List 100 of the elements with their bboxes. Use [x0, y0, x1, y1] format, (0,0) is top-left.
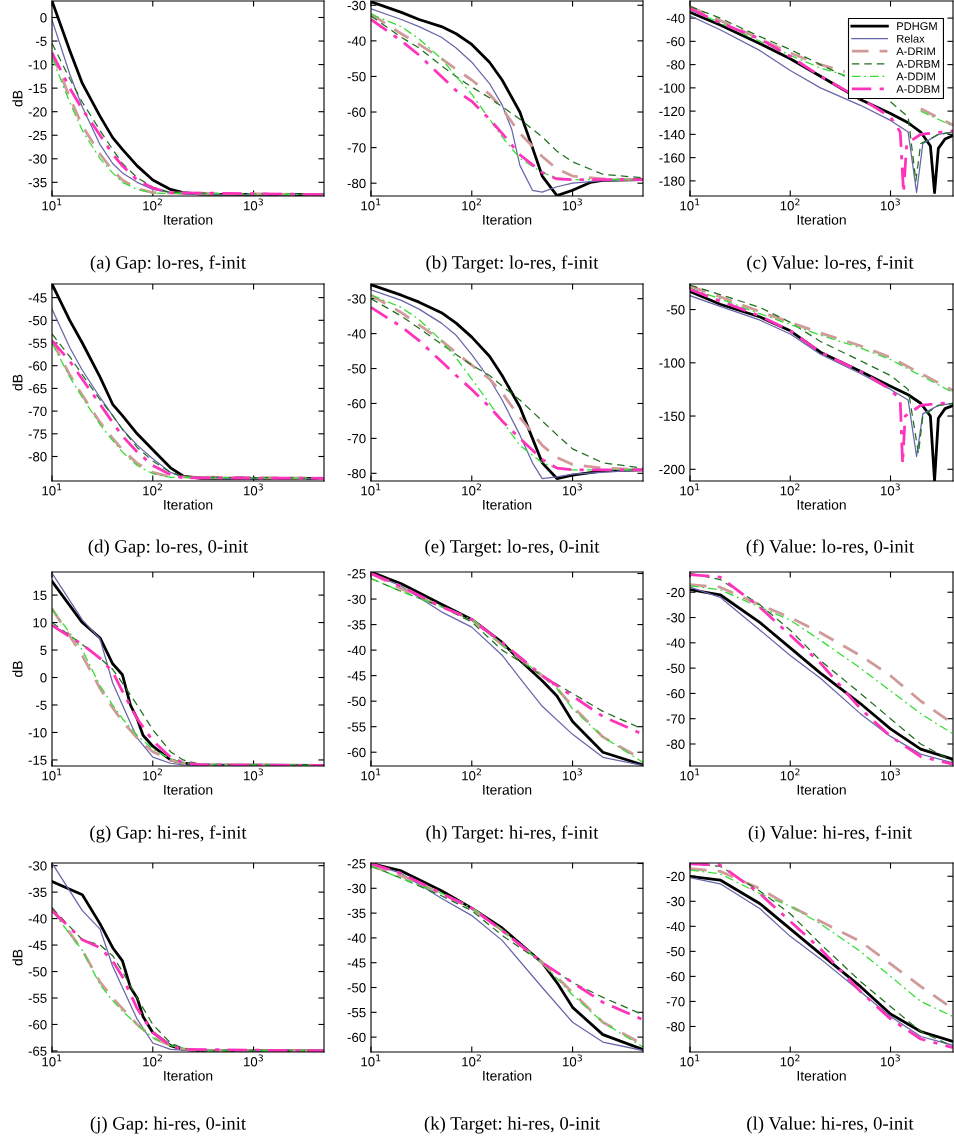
legend-label: A-DDIM — [896, 72, 935, 81]
y-tick-label: -55 — [347, 1008, 366, 1018]
x-tick-label: 10$^{2}$ — [780, 198, 800, 211]
y-tick-label: -30 — [347, 0, 366, 11]
y-tick-label: -45 — [28, 293, 47, 303]
y-tick-label: -60 — [666, 688, 685, 699]
x-tick-label: 10$^{3}$ — [880, 483, 900, 496]
y-tick-label: -25 — [28, 130, 47, 141]
x-tick-label: 10$^{1}$ — [680, 768, 700, 781]
text: (j) Gap: hi-res, 0-init — [90, 1116, 246, 1134]
y-tick-label: -30 — [28, 861, 47, 871]
y-axis-title: dB — [12, 374, 23, 391]
x-tick-label: 10$^{3}$ — [563, 768, 582, 781]
x-tick-label: 10$^{3}$ — [244, 1054, 263, 1067]
y-tick-label: -55 — [28, 338, 47, 348]
x-tick-label: 10$^{3}$ — [244, 768, 263, 781]
y-tick-label: 0 — [40, 13, 47, 23]
y-tick-label: -40 — [347, 933, 366, 943]
y-tick-label: -30 — [666, 613, 685, 623]
y-tick-label: -65 — [28, 383, 47, 394]
y-tick-label: -100 — [659, 83, 685, 93]
y-tick-label: -50 — [347, 364, 366, 374]
x-tick-label: 10$^{1}$ — [42, 198, 62, 211]
x-tick-label: 10$^{3}$ — [880, 198, 900, 211]
x-tick-label: 10$^{2}$ — [143, 198, 162, 211]
y-axis-title: dB — [12, 661, 23, 677]
text: (a) Gap: lo-res, f-init — [90, 255, 246, 273]
x-tick-label: 10$^{3}$ — [244, 198, 263, 211]
y-tick-label: 10 — [33, 618, 47, 628]
y-tick-label: -30 — [28, 154, 47, 164]
y-tick-label: -5 — [35, 700, 47, 710]
y-tick-label: -60 — [347, 1032, 366, 1043]
y-tick-label: -50 — [666, 946, 685, 957]
text: (l) Value: hi-res, 0-init — [747, 1116, 914, 1134]
y-axis-title: dB — [12, 949, 23, 966]
legend-label: A-DRBM — [896, 60, 940, 68]
x-tick-label: 10$^{3}$ — [563, 1054, 582, 1067]
y-tick-label: -5 — [35, 36, 47, 46]
y-tick-label: -80 — [28, 452, 47, 462]
y-tick-label: -45 — [347, 671, 366, 681]
x-axis-title: Iteration — [164, 214, 213, 225]
y-tick-label: -200 — [659, 464, 685, 475]
y-tick-label: -50 — [347, 983, 366, 993]
x-tick-label: 10$^{1}$ — [361, 768, 381, 781]
y-tick-label: -80 — [666, 60, 685, 70]
x-tick-label: 10$^{3}$ — [880, 768, 900, 781]
y-tick-label: -60 — [28, 1020, 47, 1030]
y-tick-label: -40 — [347, 36, 366, 46]
y-tick-label: -15 — [28, 83, 47, 94]
y-tick-label: -10 — [28, 60, 47, 70]
y-tick-label: -70 — [347, 143, 366, 153]
y-tick-label: -75 — [28, 429, 47, 439]
y-tick-label: -50 — [347, 72, 366, 82]
y-tick-label: -35 — [347, 620, 366, 630]
y-tick-label: -70 — [666, 997, 685, 1007]
x-tick-label: 10$^{1}$ — [680, 483, 700, 496]
x-axis-title: Iteration — [797, 784, 846, 795]
y-tick-label: -25 — [347, 569, 366, 579]
x-axis-title: Iteration — [483, 499, 532, 510]
y-tick-label: -40 — [666, 638, 685, 648]
y-tick-label: -45 — [347, 958, 366, 968]
legend-label: Relax — [897, 34, 925, 43]
y-tick-label: -60 — [666, 971, 685, 982]
x-tick-label: 10$^{1}$ — [42, 768, 62, 781]
y-tick-label: 5 — [40, 645, 47, 655]
x-tick-label: 10$^{3}$ — [244, 483, 263, 496]
text: (h) Target: hi-res, f-init — [426, 825, 599, 843]
y-tick-label: -10 — [28, 728, 47, 738]
x-tick-label: 10$^{1}$ — [361, 198, 381, 211]
x-axis-title: Iteration — [483, 784, 532, 795]
y-tick-label: -20 — [666, 871, 685, 882]
x-axis-title: Iteration — [797, 1070, 846, 1081]
y-tick-label: -150 — [659, 411, 685, 421]
y-tick-label: 15 — [33, 590, 47, 600]
y-tick-label: -40 — [347, 329, 366, 339]
legend-label: A-DRIM — [896, 47, 935, 56]
x-tick-label: 10$^{2}$ — [143, 483, 162, 496]
x-tick-label: 10$^{1}$ — [680, 1054, 700, 1067]
y-tick-label: -60 — [666, 36, 685, 47]
y-tick-label: -35 — [28, 177, 47, 188]
x-tick-label: 10$^{1}$ — [361, 1054, 381, 1067]
y-tick-label: -80 — [666, 739, 685, 749]
y-tick-label: -50 — [666, 663, 685, 674]
y-tick-label: -70 — [666, 714, 685, 724]
x-axis-title: Iteration — [797, 214, 846, 225]
text: (i) Value: hi-res, f-init — [748, 825, 912, 843]
y-tick-label: -30 — [666, 896, 685, 907]
y-tick-label: 0 — [40, 673, 47, 683]
x-tick-label: 10$^{1}$ — [42, 483, 62, 496]
text: (b) Target: lo-res, f-init — [426, 255, 599, 273]
x-axis-title: Iteration — [797, 499, 846, 510]
y-tick-label: -20 — [666, 587, 685, 598]
y-tick-label: -40 — [666, 921, 685, 932]
y-tick-label: -140 — [659, 129, 685, 140]
y-tick-label: -80 — [666, 1022, 685, 1032]
text: (e) Target: lo-res, 0-init — [425, 539, 600, 557]
y-tick-label: -60 — [347, 107, 366, 117]
x-tick-label: 10$^{3}$ — [563, 483, 582, 496]
y-tick-label: -40 — [666, 13, 685, 23]
text: (g) Gap: hi-res, f-init — [90, 825, 247, 843]
